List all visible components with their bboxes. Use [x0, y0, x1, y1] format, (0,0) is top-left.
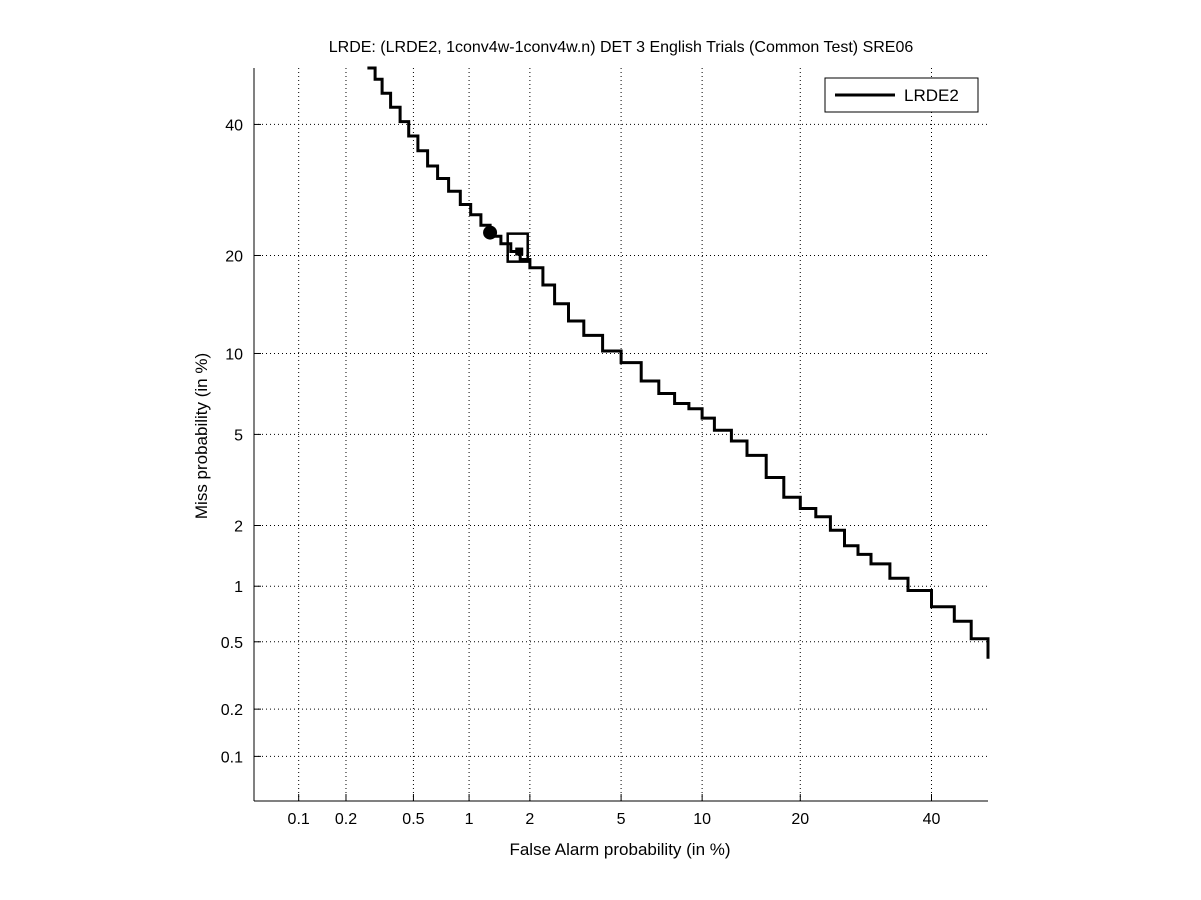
marker-filled-circle: [483, 225, 498, 240]
legend: LRDE2: [824, 77, 979, 113]
x-tick-label: 20: [791, 811, 809, 828]
y-tick-label: 0.1: [221, 749, 243, 766]
x-tick-label: 2: [525, 811, 534, 828]
x-tick-label: 0.5: [402, 811, 424, 828]
plot-area: [254, 68, 988, 801]
x-tick-label: 5: [617, 811, 626, 828]
x-tick-label: 1: [465, 811, 474, 828]
y-tick-label: 40: [225, 117, 243, 134]
tick-labels: 0.1 0.2 0.5 1 2 5 10 20 40 0.1 0.2 0.5 1 2 5 10 20 40: [221, 117, 941, 828]
axes: [253, 68, 988, 802]
x-tick-label: 0.2: [335, 811, 357, 828]
marker-open-square: [506, 232, 529, 263]
x-tick-label: 40: [923, 811, 941, 828]
y-tick-label: 10: [225, 346, 243, 363]
y-tick-label: 1: [234, 579, 243, 596]
x-tick-label: 0.1: [288, 811, 310, 828]
y-tick-label: 20: [225, 248, 243, 265]
y-axis-label: Miss probability (in %): [192, 353, 211, 519]
y-tick-label: 2: [234, 518, 243, 535]
markers-layer: [483, 225, 529, 263]
series-layer: [367, 66, 990, 659]
x-axis-label: False Alarm probability (in %): [509, 840, 730, 859]
y-tick-label: 0.5: [221, 635, 243, 652]
marker-filled-square: [515, 247, 524, 256]
series-line-lrde2: [367, 66, 990, 659]
y-tick-label: 0.2: [221, 702, 243, 719]
x-tick-label: 10: [693, 811, 711, 828]
legend-label-lrde2: LRDE2: [904, 86, 959, 105]
chart-title: LRDE: (LRDE2, 1conv4w-1conv4w.n) DET 3 E…: [329, 39, 914, 56]
y-tick-label: 5: [234, 427, 243, 444]
